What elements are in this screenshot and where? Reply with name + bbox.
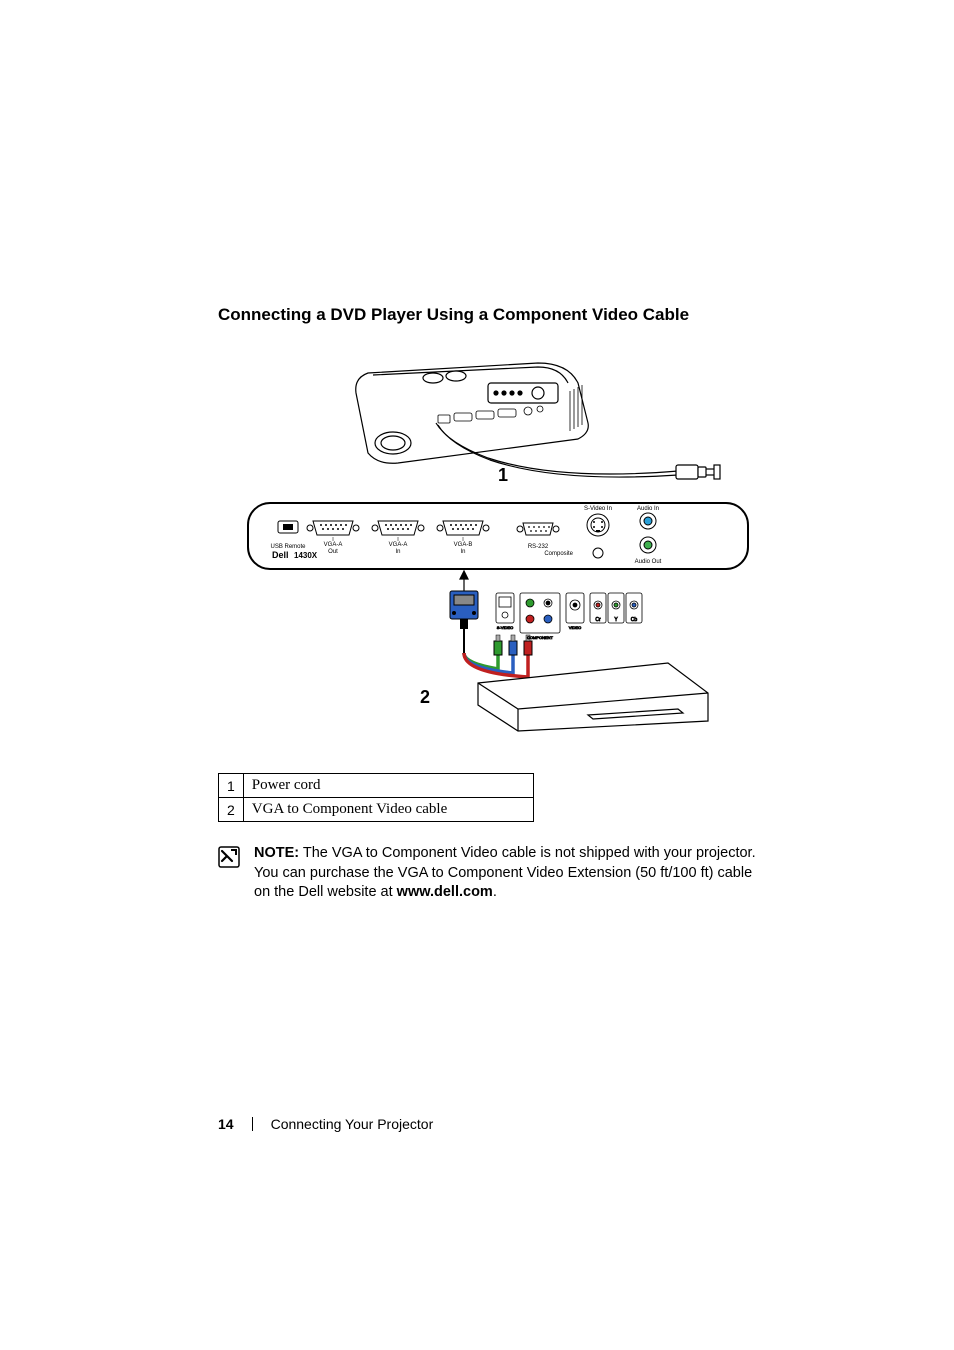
legend-desc: Power cord <box>243 774 533 798</box>
table-row: 2 VGA to Component Video cable <box>219 798 534 822</box>
port-svideo <box>587 514 609 536</box>
note-block: NOTE: The VGA to Component Video cable i… <box>218 844 758 903</box>
note-label: NOTE: <box>254 845 299 861</box>
callout-1: 1 <box>498 465 508 485</box>
table-row: 1 Power cord <box>219 774 534 798</box>
svg-text:COMPONENT: COMPONENT <box>527 635 554 640</box>
svg-text:In: In <box>460 549 465 555</box>
callout-2: 2 <box>420 687 430 707</box>
svg-text:VIDEO: VIDEO <box>569 625 581 630</box>
section-heading: Connecting a DVD Player Using a Componen… <box>218 305 778 325</box>
label-audio-in: Audio In <box>637 506 659 512</box>
label-audio-out: Audio Out <box>635 559 662 565</box>
port-composite <box>593 548 603 558</box>
note-body-pre: The VGA to Component Video cable is not … <box>254 845 756 900</box>
port-audio-out <box>640 537 656 553</box>
footer-divider <box>252 1117 253 1131</box>
note-body-post: . <box>493 884 497 900</box>
svg-text:Out: Out <box>328 549 338 555</box>
page-footer: 14 Connecting Your Projector <box>218 1116 433 1132</box>
legend-num: 2 <box>219 798 244 822</box>
svg-text:Cb: Cb <box>631 617 638 623</box>
svg-text:In: In <box>395 549 400 555</box>
label-vga-a-out: VGA-A <box>324 542 343 548</box>
rear-panel: USB Remote VGA-A Out <box>248 503 748 569</box>
svg-text:S-VIDEO: S-VIDEO <box>497 625 513 630</box>
footer-section: Connecting Your Projector <box>271 1116 434 1132</box>
note-text: NOTE: The VGA to Component Video cable i… <box>254 844 758 903</box>
label-vga-b-in: VGA-B <box>454 542 473 548</box>
panel-model: 1430X <box>294 551 318 560</box>
legend-num: 1 <box>219 774 244 798</box>
port-audio-in <box>640 513 656 529</box>
legend-table: 1 Power cord 2 VGA to Component Video ca… <box>218 773 534 822</box>
label-svideo: S-Video In <box>584 506 612 512</box>
connection-diagram: 1 USB Remote <box>238 353 758 733</box>
note-url: www.dell.com <box>397 884 493 900</box>
svg-text:Cr: Cr <box>595 617 601 623</box>
label-composite: Composite <box>544 551 573 557</box>
cable-to-panel <box>460 571 468 591</box>
page-number: 14 <box>218 1116 234 1132</box>
label-vga-a-in: VGA-A <box>389 542 408 548</box>
note-icon <box>218 844 240 873</box>
panel-brand: Dell <box>272 550 289 560</box>
legend-desc: VGA to Component Video cable <box>243 798 533 822</box>
label-rs232: RS-232 <box>528 544 549 550</box>
projector-body <box>356 363 589 463</box>
